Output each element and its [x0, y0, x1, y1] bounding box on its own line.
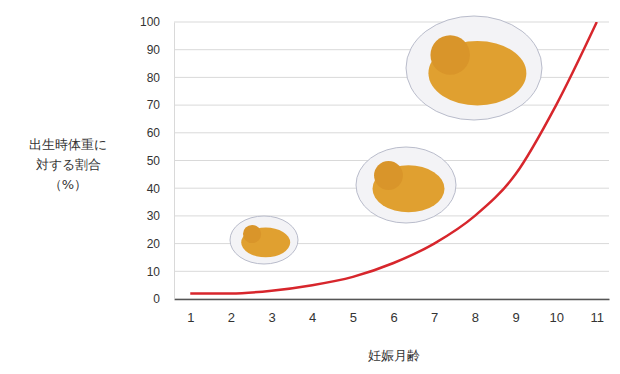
y-tick-label: 90 — [147, 43, 161, 57]
grid-line — [174, 49, 609, 50]
fetus-illustration — [356, 147, 456, 223]
x-tick-label: 8 — [472, 310, 479, 325]
x-tick-label: 3 — [268, 310, 275, 325]
y-tick-label: 30 — [147, 209, 161, 223]
grid-line — [174, 299, 609, 300]
x-tick-label: 6 — [390, 310, 397, 325]
y-tick: 60 — [147, 126, 174, 140]
x-tick: 1 — [187, 299, 194, 325]
x-tick-label: 1 — [187, 310, 194, 325]
x-tick-label: 10 — [549, 310, 563, 325]
x-tick: 11 — [591, 299, 605, 325]
head — [430, 35, 470, 75]
grid-line — [174, 105, 609, 106]
x-tick: 7 — [431, 299, 438, 325]
head — [243, 225, 261, 243]
x-axis: 1 2 3 4 5 6 7 8 9 10 11 — [175, 299, 610, 325]
y-tick-label: 40 — [147, 182, 161, 196]
y-tick: 90 — [147, 43, 174, 57]
y-tick: 20 — [147, 237, 174, 251]
y-axis: 0 10 20 30 40 50 60 70 80 90 100 — [140, 15, 175, 306]
x-tick-label: 2 — [228, 310, 235, 325]
x-tick: 4 — [309, 299, 316, 325]
fetus-illustration — [230, 216, 298, 264]
y-tick: 0 — [153, 292, 174, 306]
y-tick-label: 20 — [147, 237, 161, 251]
head — [374, 161, 403, 190]
x-tick-label: 7 — [431, 310, 438, 325]
sac — [230, 216, 298, 264]
x-tick-label: 9 — [512, 310, 519, 325]
plot: 1 2 3 4 5 6 7 8 9 10 11 0 10 20 30 40 50 60 70 80 90 100 — [140, 15, 610, 325]
y-tick-label: 80 — [147, 71, 161, 85]
sac — [356, 147, 456, 223]
grid-line — [174, 132, 609, 133]
x-tick: 8 — [472, 299, 479, 325]
marks — [190, 22, 597, 293]
x-tick: 10 — [549, 299, 563, 325]
grid-line — [174, 271, 609, 272]
y-tick-label: 0 — [153, 292, 160, 306]
grid — [174, 22, 609, 299]
y-axis-title-line: 出生時体重に — [29, 137, 107, 152]
y-tick: 10 — [147, 265, 174, 279]
y-axis-line — [174, 23, 175, 300]
y-tick: 30 — [147, 209, 174, 223]
x-tick-label: 5 — [350, 310, 357, 325]
y-tick-label: 100 — [140, 15, 160, 29]
line — [190, 22, 597, 293]
y-tick-label: 50 — [147, 154, 161, 168]
x-tick: 3 — [268, 299, 275, 325]
grid-line — [174, 22, 609, 23]
chart: 1 2 3 4 5 6 7 8 9 10 11 0 10 20 30 40 50 60 70 80 90 100 妊娠月齢 出… — [0, 0, 620, 374]
y-tick: 100 — [140, 15, 174, 29]
x-tick: 5 — [350, 299, 357, 325]
y-tick-label: 70 — [147, 98, 161, 112]
fetus-illustration — [406, 16, 542, 120]
x-axis-line — [175, 299, 610, 301]
grid-line — [174, 77, 609, 78]
y-tick: 80 — [147, 71, 174, 85]
y-tick-label: 10 — [147, 265, 161, 279]
x-tick: 6 — [390, 299, 397, 325]
y-axis-title-line: （%） — [49, 177, 87, 192]
y-axis-title: 出生時体重に対する割合 （%） — [29, 137, 107, 192]
y-axis-title-line: 対する割合 — [36, 157, 101, 172]
y-tick: 40 — [147, 182, 174, 196]
y-tick: 50 — [147, 154, 174, 168]
sac — [406, 16, 542, 120]
x-tick: 2 — [228, 299, 235, 325]
x-tick: 9 — [512, 299, 519, 325]
x-tick-label: 4 — [309, 310, 316, 325]
x-tick-label: 11 — [591, 310, 605, 325]
illustrations — [230, 16, 542, 264]
y-tick: 70 — [147, 98, 174, 112]
x-axis-title: 妊娠月齢 — [368, 348, 420, 363]
y-tick-label: 60 — [147, 126, 161, 140]
